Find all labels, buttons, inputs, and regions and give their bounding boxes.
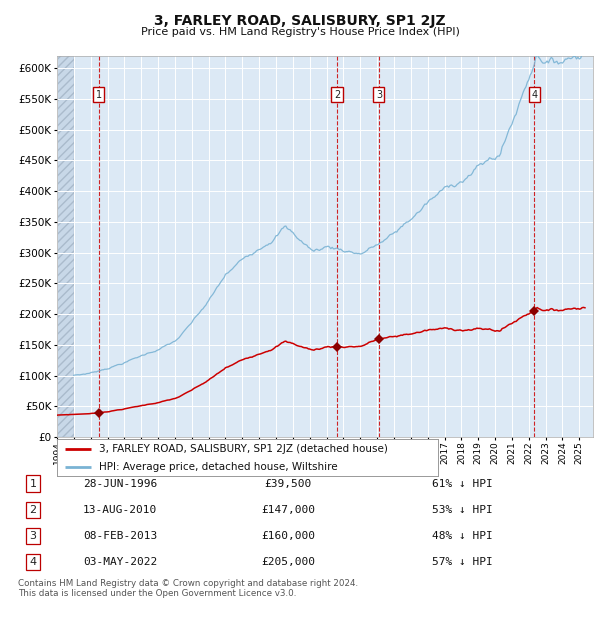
Text: HPI: Average price, detached house, Wiltshire: HPI: Average price, detached house, Wilt… bbox=[99, 462, 338, 472]
Text: 53% ↓ HPI: 53% ↓ HPI bbox=[432, 505, 493, 515]
Text: 28-JUN-1996: 28-JUN-1996 bbox=[83, 479, 157, 489]
Text: £160,000: £160,000 bbox=[261, 531, 315, 541]
Text: Contains HM Land Registry data © Crown copyright and database right 2024.: Contains HM Land Registry data © Crown c… bbox=[18, 578, 358, 588]
Text: 57% ↓ HPI: 57% ↓ HPI bbox=[432, 557, 493, 567]
Text: 3: 3 bbox=[376, 89, 382, 100]
Text: 03-MAY-2022: 03-MAY-2022 bbox=[83, 557, 157, 567]
Text: £147,000: £147,000 bbox=[261, 505, 315, 515]
Text: 3, FARLEY ROAD, SALISBURY, SP1 2JZ: 3, FARLEY ROAD, SALISBURY, SP1 2JZ bbox=[154, 14, 446, 28]
Text: 13-AUG-2010: 13-AUG-2010 bbox=[83, 505, 157, 515]
Text: 61% ↓ HPI: 61% ↓ HPI bbox=[432, 479, 493, 489]
Text: 3: 3 bbox=[29, 531, 37, 541]
Text: £205,000: £205,000 bbox=[261, 557, 315, 567]
Text: This data is licensed under the Open Government Licence v3.0.: This data is licensed under the Open Gov… bbox=[18, 588, 296, 598]
Text: £39,500: £39,500 bbox=[265, 479, 311, 489]
Text: 2: 2 bbox=[334, 89, 340, 100]
Text: 2: 2 bbox=[29, 505, 37, 515]
Text: 3, FARLEY ROAD, SALISBURY, SP1 2JZ (detached house): 3, FARLEY ROAD, SALISBURY, SP1 2JZ (deta… bbox=[99, 444, 388, 454]
Text: 1: 1 bbox=[29, 479, 37, 489]
Text: 4: 4 bbox=[531, 89, 538, 100]
Text: 4: 4 bbox=[29, 557, 37, 567]
Text: 1: 1 bbox=[96, 89, 102, 100]
Text: 48% ↓ HPI: 48% ↓ HPI bbox=[432, 531, 493, 541]
Text: Price paid vs. HM Land Registry's House Price Index (HPI): Price paid vs. HM Land Registry's House … bbox=[140, 27, 460, 37]
Text: 08-FEB-2013: 08-FEB-2013 bbox=[83, 531, 157, 541]
